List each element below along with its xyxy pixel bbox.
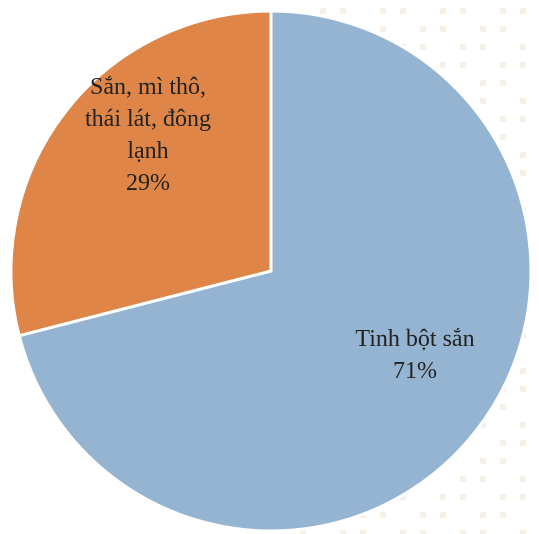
- background-dot: [500, 494, 506, 500]
- background-dot: [480, 512, 486, 518]
- pie-slices: [9, 9, 533, 533]
- background-dot: [400, 494, 406, 500]
- background-dot: [500, 8, 506, 14]
- background-dot: [420, 26, 426, 32]
- background-dot: [480, 422, 486, 428]
- background-dot: [440, 26, 446, 32]
- background-dot: [520, 116, 526, 122]
- background-dot: [460, 62, 466, 68]
- background-dot: [480, 44, 486, 50]
- background-dot: [500, 458, 506, 464]
- background-dot: [520, 368, 526, 374]
- background-dot: [440, 8, 446, 14]
- background-dot: [520, 386, 526, 392]
- background-dot: [520, 44, 526, 50]
- slice-label: Sắn, mì thô, thái lát, đông lạnh 29%: [85, 74, 211, 196]
- background-dot: [460, 44, 466, 50]
- background-dot: [500, 134, 506, 140]
- background-dot: [420, 530, 426, 534]
- background-dot: [500, 440, 506, 446]
- background-dot: [460, 476, 466, 482]
- background-dot: [340, 8, 346, 14]
- background-dot: [400, 8, 406, 14]
- background-dot: [300, 530, 306, 534]
- background-dot: [520, 494, 526, 500]
- pie-slice: [9, 9, 273, 338]
- background-dot: [520, 440, 526, 446]
- pie-labels: Tinh bột sắn 71% Sắn, mì thô, thái lát, đôn…: [85, 74, 475, 384]
- background-dot: [520, 152, 526, 158]
- background-dot: [480, 80, 486, 86]
- background-dot: [340, 530, 346, 534]
- background-dot: [480, 98, 486, 104]
- background-dot: [460, 494, 466, 500]
- slice-label-line: Sắn, mì thô,: [90, 74, 206, 100]
- background-dot: [320, 8, 326, 14]
- background-dot: [520, 62, 526, 68]
- background-dot: [460, 8, 466, 14]
- background-dot: [500, 512, 506, 518]
- pie-slice: [17, 9, 533, 533]
- slice-label-line: thái lát, đông: [85, 106, 211, 132]
- slice-label: Tinh bột sắn 71%: [355, 326, 474, 384]
- background-dot: [440, 494, 446, 500]
- background-dot: [480, 530, 486, 534]
- background-dot: [500, 62, 506, 68]
- background-dot: [420, 44, 426, 50]
- background-dot: [380, 26, 386, 32]
- background-dot: [520, 98, 526, 104]
- background-dot: [480, 458, 486, 464]
- slice-label-line: 71%: [393, 358, 437, 384]
- background-dot: [500, 26, 506, 32]
- background-dot: [380, 8, 386, 14]
- slice-label-line: 29%: [126, 170, 170, 196]
- background-dot: [440, 512, 446, 518]
- background-dot: [480, 476, 486, 482]
- background-dot: [440, 62, 446, 68]
- background-dot: [360, 530, 366, 534]
- background-dot: [500, 116, 506, 122]
- background-dot: [380, 512, 386, 518]
- background-dot: [520, 170, 526, 176]
- slice-label-line: Tinh bột sắn: [355, 326, 474, 352]
- background-dot: [420, 512, 426, 518]
- background-dot: [520, 530, 526, 534]
- background-dot: [460, 530, 466, 534]
- background-dot: [500, 80, 506, 86]
- background-dot: [500, 404, 506, 410]
- background-dot: [520, 422, 526, 428]
- background-dot: [400, 530, 406, 534]
- background-dot: [480, 26, 486, 32]
- background-dot: [520, 8, 526, 14]
- slice-label-line: lạnh: [127, 138, 168, 164]
- background-dot: [520, 476, 526, 482]
